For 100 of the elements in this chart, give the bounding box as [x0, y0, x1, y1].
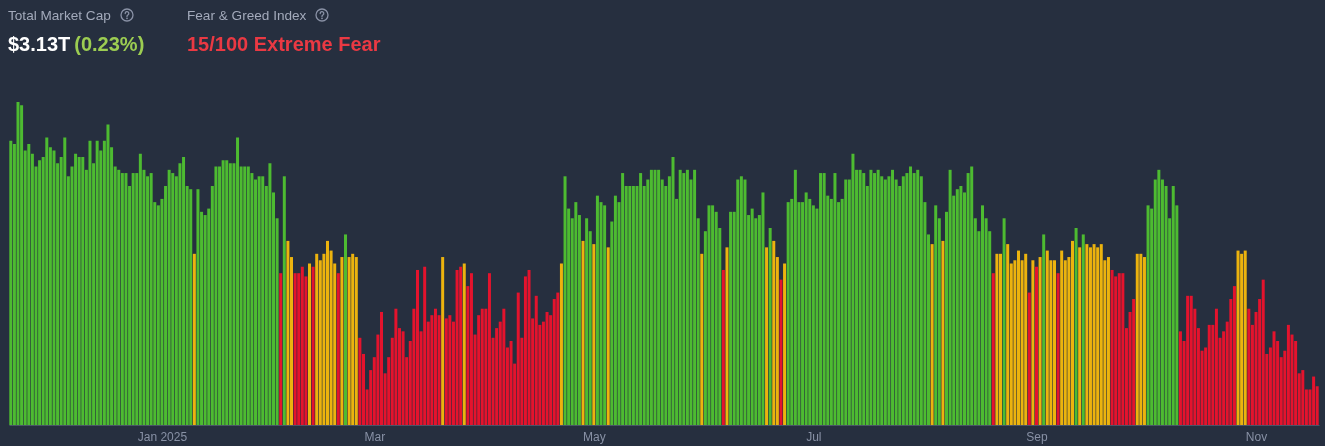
bar [779, 279, 783, 425]
bar [970, 166, 974, 425]
bar [336, 273, 340, 425]
bar [765, 247, 769, 425]
bar [1106, 257, 1110, 425]
bar [1146, 205, 1150, 425]
bar [1189, 295, 1193, 425]
bar [45, 137, 49, 425]
bar [182, 156, 186, 425]
bar [1088, 247, 1092, 425]
bar [711, 205, 715, 425]
bar [768, 227, 772, 425]
bar [279, 273, 283, 425]
bar [916, 169, 920, 425]
x-tick-label: May [582, 429, 606, 444]
bar [1171, 185, 1175, 425]
bar [192, 253, 196, 425]
bar [1016, 250, 1020, 425]
bar [16, 102, 20, 425]
bar [455, 269, 459, 425]
bar [441, 257, 445, 425]
bar [959, 185, 963, 425]
bar [1243, 250, 1247, 425]
bar [63, 137, 67, 425]
bar [1142, 257, 1146, 425]
bar [739, 176, 743, 425]
bar [678, 169, 682, 425]
bar [1286, 324, 1290, 425]
bar [783, 263, 787, 425]
bar [344, 234, 347, 425]
text: $3.13T [8, 33, 71, 56]
bar [995, 253, 999, 425]
bar [955, 189, 959, 425]
bar [1214, 308, 1218, 425]
bar [106, 124, 110, 425]
bar [326, 240, 329, 425]
bar [631, 185, 635, 425]
bar [682, 173, 686, 425]
bar [1034, 266, 1038, 425]
bar [1261, 279, 1265, 425]
bar [379, 311, 383, 425]
bar [300, 266, 304, 425]
bar [1056, 273, 1060, 425]
bar [1178, 331, 1182, 425]
bar [743, 179, 747, 425]
bar [592, 244, 596, 425]
bar [1092, 244, 1096, 425]
x-tick-label: Jan 2025 [137, 429, 188, 444]
bar [228, 163, 232, 425]
bar [639, 173, 643, 425]
bar [1081, 234, 1085, 425]
bar [851, 153, 855, 425]
bar [981, 205, 984, 425]
bar [1096, 247, 1100, 425]
bar [480, 308, 484, 425]
bar [1078, 247, 1082, 425]
bar [1074, 227, 1078, 425]
bar [243, 166, 247, 425]
bar [394, 308, 398, 425]
bar [358, 337, 362, 425]
bar [286, 240, 290, 425]
bar [95, 140, 99, 425]
text: Total Market Cap [8, 7, 111, 23]
bar [671, 156, 675, 425]
bar [883, 179, 887, 425]
bar [721, 269, 725, 425]
bar [189, 189, 193, 425]
bar [930, 244, 934, 425]
bar [1232, 286, 1236, 425]
bar [1247, 308, 1251, 425]
bar [1301, 370, 1305, 425]
bar [1085, 244, 1089, 425]
bar [581, 240, 585, 425]
bar [991, 273, 995, 425]
bar [502, 308, 506, 425]
bar [1236, 250, 1240, 425]
bar [1024, 253, 1028, 425]
bar [750, 208, 754, 425]
bar [559, 263, 563, 425]
bar [149, 173, 153, 425]
bar [657, 169, 661, 425]
bar [621, 173, 625, 425]
bar [869, 169, 873, 425]
bar [901, 176, 905, 425]
bar [613, 195, 617, 425]
bar [236, 137, 240, 425]
bar [1006, 244, 1010, 425]
bar [606, 247, 610, 425]
bar [351, 253, 355, 425]
bar [707, 205, 711, 425]
bar [556, 292, 560, 425]
bar [516, 292, 520, 425]
bar [534, 295, 538, 425]
bar [603, 205, 607, 425]
bar [1042, 234, 1046, 425]
bar [347, 257, 351, 425]
bar [225, 160, 229, 425]
bar [545, 311, 549, 425]
bar [786, 202, 790, 425]
bar [1312, 376, 1316, 425]
